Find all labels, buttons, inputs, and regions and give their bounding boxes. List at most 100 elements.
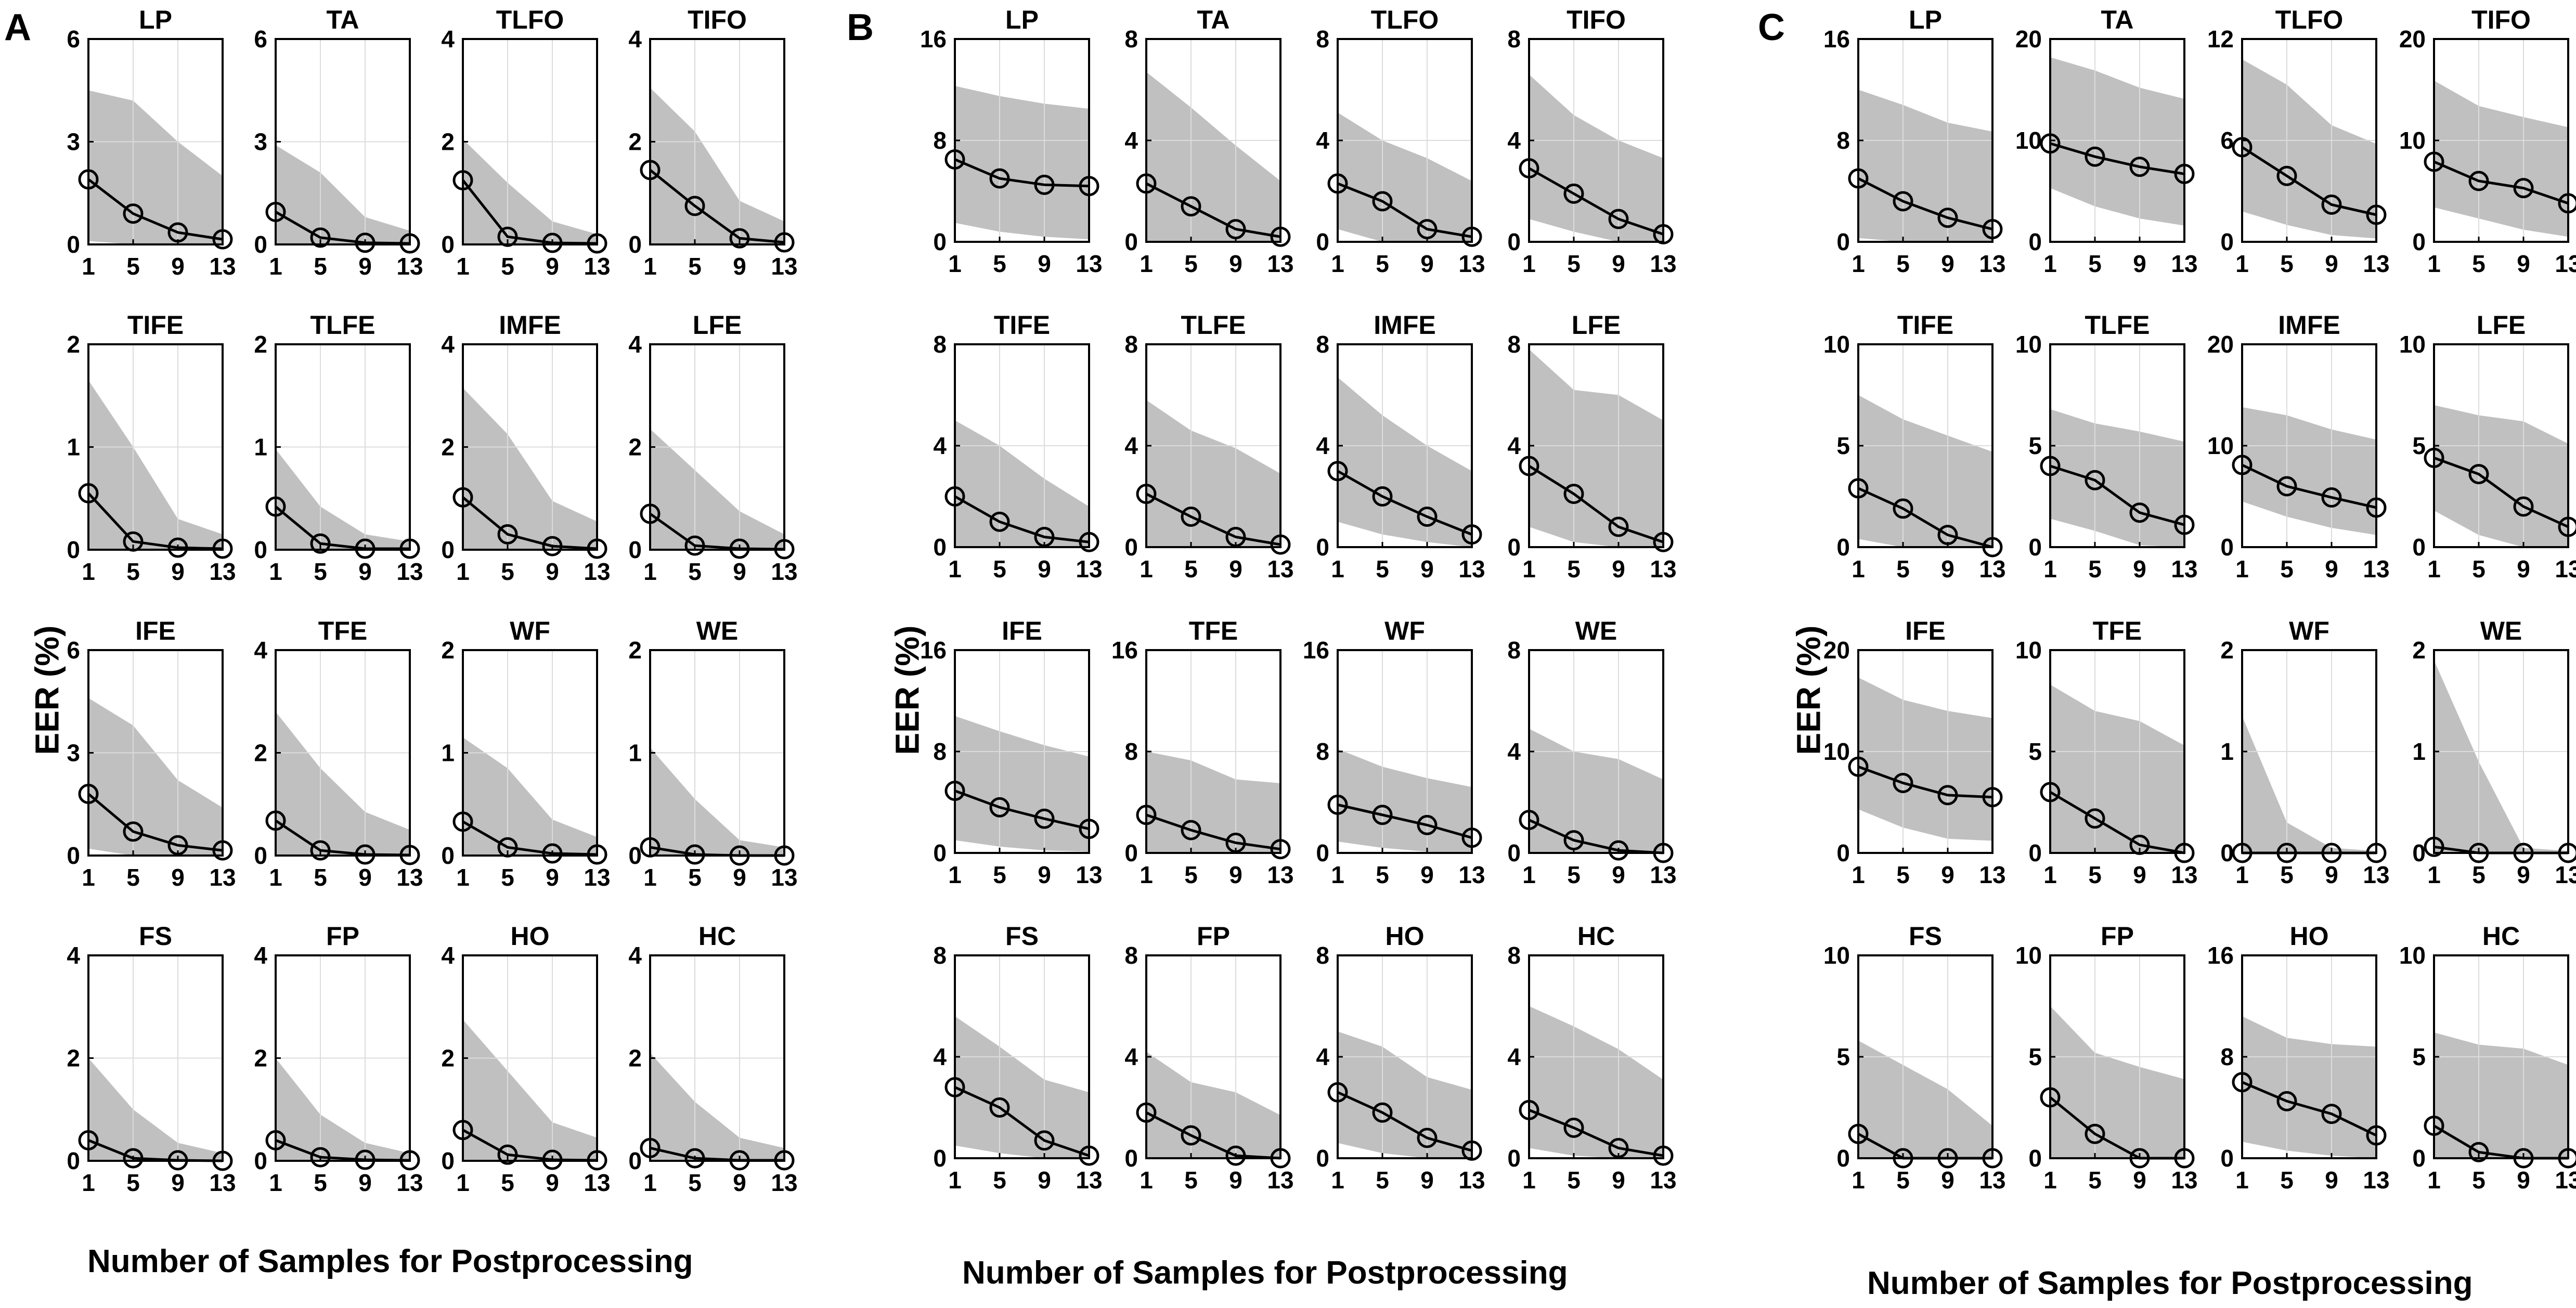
y-tick-label: 2	[628, 637, 642, 664]
y-tick-label: 0	[2412, 228, 2426, 255]
std-band	[955, 1016, 1089, 1158]
data-point	[1653, 1145, 1674, 1166]
subplot-title: IFE	[1905, 616, 1946, 645]
series-line	[275, 819, 410, 857]
data-point	[2513, 496, 2534, 517]
y-tick-label: 0	[2028, 839, 2042, 866]
x-tick-label: 1	[2427, 1167, 2441, 1194]
subplot-title: WE	[696, 616, 739, 645]
y-tick-label: 8	[1316, 25, 1329, 53]
series-line	[275, 211, 410, 245]
data-point	[1563, 830, 1584, 851]
x-tick-label: 1	[1331, 250, 1344, 277]
data-point	[1848, 1123, 1869, 1144]
x-tick-label: 1	[82, 253, 95, 280]
x-tick-label: 13	[2363, 555, 2389, 582]
y-tick-label: 0	[1316, 534, 1329, 561]
x-tick-label: 9	[1612, 861, 1625, 888]
subplot-title: TLFO	[2275, 5, 2344, 34]
x-tick-label: 9	[2517, 1167, 2530, 1194]
subplot-title: IMFE	[1374, 310, 1435, 340]
y-tick-label: 2	[441, 637, 455, 664]
subplot-title: TLFO	[1371, 5, 1439, 34]
x-tick-label: 13	[1267, 555, 1293, 582]
data-point	[1893, 498, 1913, 519]
y-tick-label: 4	[933, 432, 947, 459]
data-point	[1563, 484, 1584, 504]
y-tick-label: 4	[933, 1043, 947, 1070]
x-tick-label: 5	[2280, 555, 2294, 582]
y-tick-label: 4	[1316, 1043, 1329, 1070]
subplot-a-fp: FP 1 5 9 13 0 2 4	[254, 922, 423, 1196]
subplot-c-tfe: TFE 1 5 9 13 0 5 10	[2015, 616, 2198, 888]
data-point	[2085, 470, 2105, 490]
subplot-title: WF	[2289, 616, 2329, 645]
y-tick-label: 0	[628, 842, 642, 869]
data-point	[729, 845, 750, 866]
x-tick-label: 1	[269, 1169, 282, 1196]
data-point	[265, 201, 286, 222]
x-tick-label: 1	[643, 864, 657, 891]
x-tick-label: 9	[358, 1169, 372, 1196]
subplot-c-tifo: TIFO 1 5 9 13 0 10 20	[2399, 5, 2576, 277]
x-tick-label: 1	[269, 864, 282, 891]
std-band	[955, 86, 1089, 240]
std-band	[1338, 377, 1472, 547]
series-line	[1337, 470, 1472, 536]
y-tick-label: 0	[254, 1147, 267, 1174]
subplot-b-tife: TIFE 1 5 9 13 0 4 8	[933, 310, 1102, 582]
y-tick-label: 0	[2220, 228, 2234, 255]
std-band	[2242, 1016, 2376, 1158]
x-tick-label: 13	[1267, 250, 1293, 277]
x-tick-label: 13	[1458, 861, 1485, 888]
subplot-title: HC	[2482, 922, 2520, 951]
data-point	[640, 160, 661, 180]
x-tick-label: 5	[2088, 861, 2102, 888]
x-tick-label: 9	[1941, 1167, 1954, 1194]
data-point	[729, 538, 750, 559]
x-tick-label: 9	[1038, 555, 1051, 582]
x-tick-label: 9	[1941, 555, 1954, 582]
y-tick-label: 0	[1507, 534, 1521, 561]
subplot-title: TA	[2101, 5, 2134, 34]
data-point	[989, 1097, 1010, 1118]
x-tick-label: 13	[584, 864, 610, 891]
data-point	[1461, 827, 1482, 848]
series-line	[1146, 813, 1281, 851]
x-tick-label: 13	[209, 1169, 236, 1196]
data-point	[497, 1144, 518, 1165]
y-tick-label: 8	[933, 127, 947, 154]
x-tick-label: 5	[688, 864, 702, 891]
std-band	[88, 380, 223, 550]
y-tick-label: 0	[2220, 1145, 2234, 1172]
y-tick-label: 4	[1316, 432, 1329, 459]
x-tick-label: 9	[2517, 861, 2530, 888]
series-line	[2050, 142, 2185, 175]
x-tick-label: 5	[2088, 1167, 2102, 1194]
data-point	[2321, 843, 2342, 863]
y-tick-label: 20	[2399, 25, 2426, 53]
std-band	[1858, 677, 1992, 841]
std-band	[1338, 112, 1472, 242]
y-tick-label: 0	[2220, 839, 2234, 866]
y-tick-label: 4	[254, 637, 267, 664]
y-tick-label: 10	[2015, 637, 2042, 664]
data-point	[2174, 163, 2195, 184]
x-tick-label: 9	[358, 558, 372, 585]
y-tick-label: 0	[628, 231, 642, 258]
data-point	[1848, 478, 1869, 499]
std-band	[1338, 749, 1472, 853]
x-tick-label: 1	[2427, 250, 2441, 277]
y-tick-label: 10	[2399, 127, 2426, 154]
series-line	[2242, 1081, 2377, 1137]
data-point	[212, 229, 233, 250]
std-band	[955, 716, 1089, 852]
series-line	[954, 1086, 1090, 1157]
y-tick-label: 10	[2207, 432, 2234, 459]
data-point	[310, 227, 331, 248]
y-tick-label: 8	[1507, 942, 1521, 969]
data-point	[452, 487, 473, 508]
data-point	[1327, 794, 1348, 815]
x-tick-label: 5	[2280, 1167, 2294, 1194]
